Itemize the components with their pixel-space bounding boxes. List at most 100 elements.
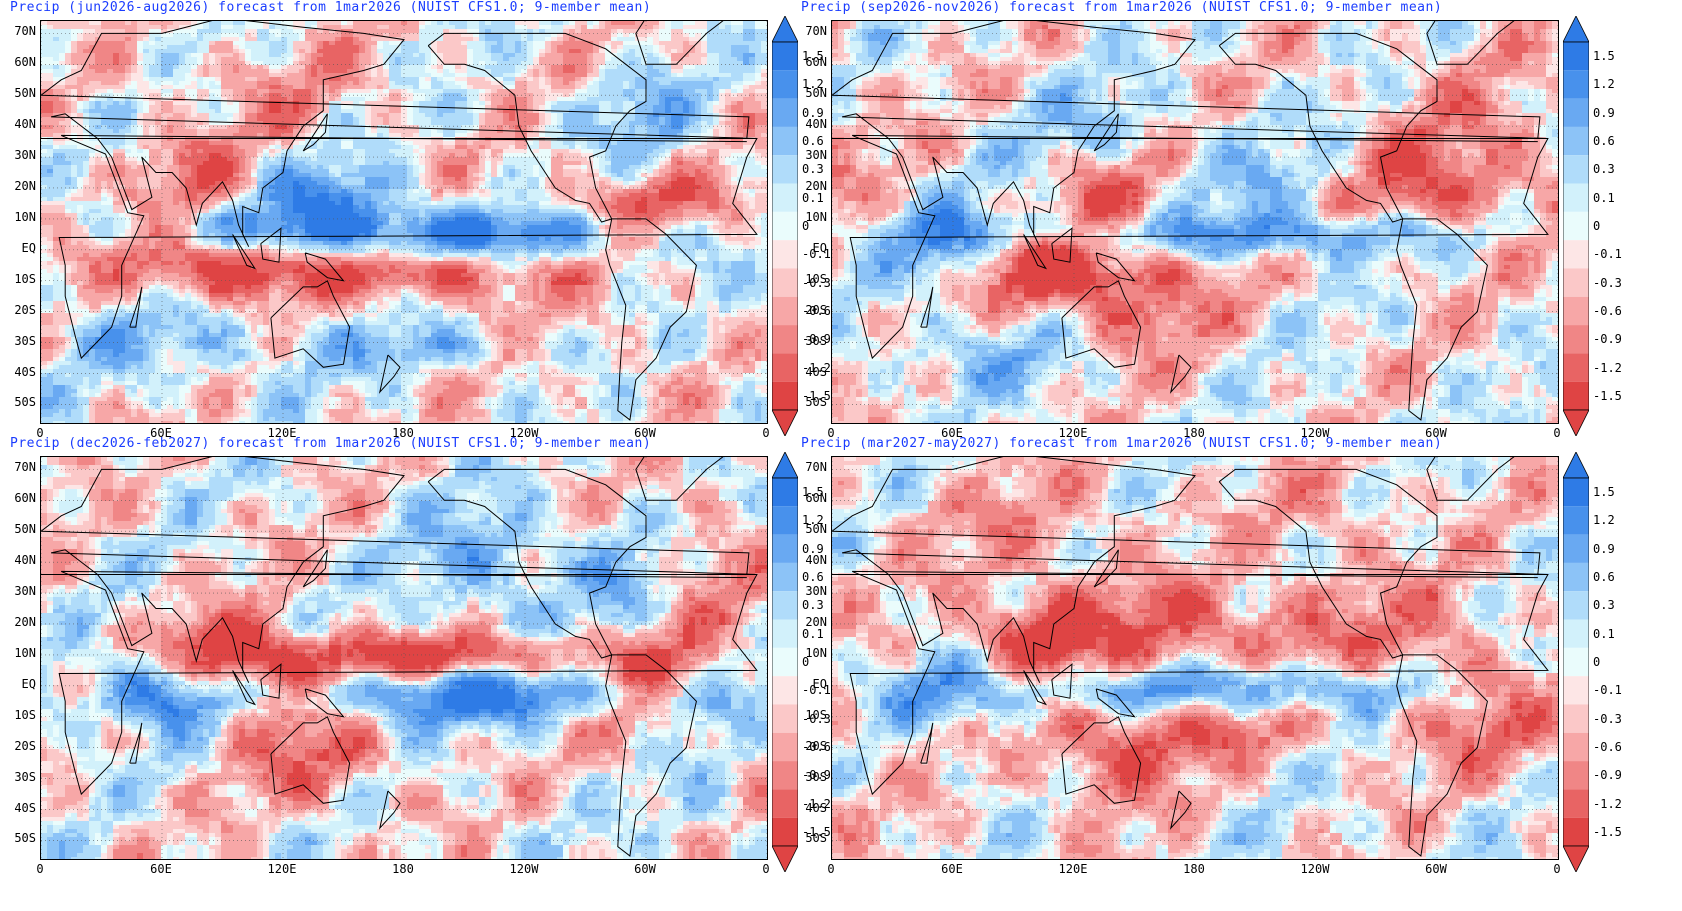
- colorbar-segment: [772, 126, 798, 156]
- colorbar-tick-label: 0.1: [1593, 191, 1615, 205]
- lat-tick-label: 40S: [793, 365, 827, 379]
- lat-tick-label: 60N: [2, 55, 36, 69]
- lon-tick-label: 60W: [1406, 862, 1466, 876]
- colorbar-segment: [1563, 155, 1589, 184]
- lon-tick-label: 0: [1527, 426, 1587, 440]
- colorbar-tick-label: 0.6: [1593, 570, 1615, 584]
- colorbar-segment: [1563, 789, 1589, 818]
- coastline: [1051, 227, 1073, 263]
- coastline: [129, 722, 143, 764]
- lat-tick-label: 50N: [793, 522, 827, 536]
- map-plot: [40, 20, 768, 424]
- coastline: [1023, 670, 1048, 706]
- colorbar-segment: [772, 211, 798, 241]
- colorbar-segment: [1563, 534, 1589, 563]
- colorbar-tick-label: 0: [802, 219, 809, 233]
- colorbar-segment: [1563, 676, 1589, 705]
- colorbar-tick-label: 0.3: [1593, 162, 1615, 176]
- lat-tick-label: 40N: [793, 117, 827, 131]
- colorbar-segment: [1563, 732, 1589, 762]
- lon-tick-label: 120W: [494, 426, 554, 440]
- colorbar-bottom-arrow: [1563, 845, 1589, 872]
- lat-tick-label: 50S: [793, 831, 827, 845]
- lon-tick-label: 60E: [922, 426, 982, 440]
- colorbar-tick-label: 0.1: [802, 191, 824, 205]
- coastline: [302, 113, 328, 152]
- lat-tick-label: 70N: [2, 460, 36, 474]
- colorbar-segment: [772, 98, 798, 127]
- panel-jja: Precip (jun2026-aug2026) forecast from 1…: [0, 0, 841, 455]
- precip-anomaly-map: [41, 21, 767, 423]
- lat-tick-label: 60N: [793, 491, 827, 505]
- coastline: [920, 722, 934, 764]
- colorbar-tick-label: 0.1: [1593, 627, 1615, 641]
- colorbar-segment: [1563, 353, 1589, 382]
- colorbar-segment: [1563, 268, 1589, 297]
- coastline: [605, 654, 697, 857]
- coastline: [1169, 790, 1192, 830]
- colorbar-segment: [1563, 478, 1589, 507]
- panel-title: Precip (sep2026-nov2026) forecast from 1…: [801, 0, 1442, 15]
- precip-anomaly-map: [41, 457, 767, 859]
- colorbar-segment: [1563, 126, 1589, 156]
- colorbar-segment: [1563, 240, 1589, 269]
- colorbar-segment: [1563, 70, 1589, 99]
- lat-tick-label: 20S: [793, 303, 827, 317]
- lon-tick-label: 0: [10, 426, 70, 440]
- colorbar-tick-label: 0.9: [802, 106, 824, 120]
- lon-tick-label: 120E: [1043, 862, 1103, 876]
- lon-tick-label: 120E: [252, 426, 312, 440]
- lat-tick-label: 40S: [793, 801, 827, 815]
- colorbar-segment: [772, 42, 798, 71]
- colorbar-segment: [772, 268, 798, 297]
- lat-tick-label: 10S: [2, 708, 36, 722]
- lat-tick-label: EQ: [2, 241, 36, 255]
- panel-son: Precip (sep2026-nov2026) forecast from 1…: [791, 0, 1632, 455]
- lat-tick-label: 20N: [2, 615, 36, 629]
- lat-tick-label: EQ: [793, 241, 827, 255]
- colorbar-segment: [1563, 506, 1589, 535]
- coastline: [1396, 654, 1488, 857]
- colorbar-tick-label: 0.1: [802, 627, 824, 641]
- coastline: [1093, 113, 1119, 152]
- lat-tick-label: 30N: [793, 148, 827, 162]
- colorbar-tick-label: 0.6: [802, 570, 824, 584]
- lat-tick-label: 40N: [2, 117, 36, 131]
- map-plot: [40, 456, 768, 860]
- lat-tick-label: 50N: [2, 86, 36, 100]
- coastline: [232, 234, 257, 270]
- colorbar-segment: [772, 296, 798, 326]
- coastline: [1095, 252, 1136, 282]
- coastline: [832, 134, 1549, 360]
- panel-mam: Precip (mar2027-may2027) forecast from 1…: [791, 436, 1632, 891]
- panel-title: Precip (jun2026-aug2026) forecast from 1…: [10, 0, 651, 15]
- coastline: [1396, 218, 1488, 421]
- coastline: [232, 670, 257, 706]
- coastline: [302, 549, 328, 588]
- colorbar-tick-label: 1.2: [802, 513, 824, 527]
- lon-tick-label: 60E: [131, 862, 191, 876]
- colorbar-segment: [1563, 817, 1589, 846]
- colorbar-tick-label: -0.9: [802, 768, 831, 782]
- lat-tick-label: 20S: [793, 739, 827, 753]
- coastline: [605, 218, 697, 421]
- coastline: [260, 227, 282, 263]
- lon-tick-label: 60W: [615, 426, 675, 440]
- lon-tick-label: 60W: [615, 862, 675, 876]
- colorbar-segment: [772, 353, 798, 382]
- lat-tick-label: 30S: [793, 770, 827, 784]
- colorbar-segment: [772, 70, 798, 99]
- lat-tick-label: 30S: [2, 334, 36, 348]
- colorbar-segment: [772, 676, 798, 705]
- panel-djf: Precip (dec2026-feb2027) forecast from 1…: [0, 436, 841, 891]
- colorbar-segment: [772, 240, 798, 269]
- colorbar-segment: [1563, 98, 1589, 127]
- lon-tick-label: 120E: [1043, 426, 1103, 440]
- colorbar-segment: [1563, 211, 1589, 241]
- colorbar-tick-label: 0: [802, 655, 809, 669]
- map-plot: [831, 456, 1559, 860]
- colorbar-tick-label: -1.5: [1593, 825, 1622, 839]
- lat-tick-label: 10N: [2, 646, 36, 660]
- coastline: [41, 457, 757, 683]
- lon-tick-label: 120W: [1285, 862, 1345, 876]
